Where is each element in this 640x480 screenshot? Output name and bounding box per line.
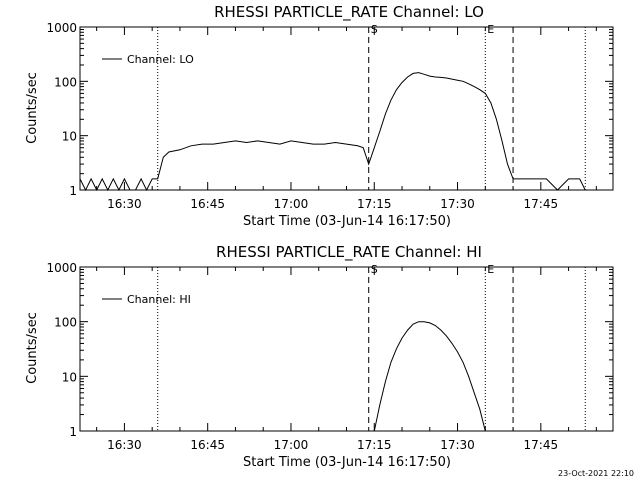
hi-channel-panel: RHESSI PARTICLE_RATE Channel: HI Start T…	[25, 243, 614, 470]
lo-y-tick-label: 10	[62, 130, 77, 144]
lo-x-tick-label: 17:30	[440, 197, 475, 211]
lo-y-tick-label: 1	[69, 184, 77, 198]
lo-y-axis-label: Counts/sec	[25, 72, 40, 144]
hi-y-tick-label: 1000	[46, 261, 77, 275]
hi-plot-frame	[79, 266, 614, 432]
lo-plot-frame	[79, 26, 614, 191]
lo-series-line	[79, 72, 586, 192]
lo-marker-label-E: E	[487, 23, 494, 36]
lo-marker-label-S: S	[371, 23, 378, 36]
lo-legend-label: Channel: LO	[127, 53, 194, 66]
hi-x-tick-label: 16:30	[107, 438, 142, 452]
hi-legend-label: Channel: HI	[127, 293, 191, 306]
hi-x-axis-label: Start Time (03-Jun-14 16:17:50)	[243, 455, 451, 470]
hi-marker-label-E: E	[487, 263, 494, 276]
lo-chart-title: RHESSI PARTICLE_RATE Channel: LO	[214, 3, 484, 22]
lo-x-axis-label: Start Time (03-Jun-14 16:17:50)	[243, 214, 451, 229]
lo-x-tick-label: 16:30	[107, 197, 142, 211]
hi-x-tick-label: 17:45	[524, 438, 559, 452]
lo-channel-panel: RHESSI PARTICLE_RATE Channel: LO Start T…	[25, 3, 614, 229]
lo-y-tick-label: 1000	[46, 21, 77, 35]
hi-x-tick-label: 17:30	[440, 438, 475, 452]
hi-y-tick-label: 1	[69, 425, 77, 439]
footer-timestamp: 23-Oct-2021 22:10	[558, 469, 634, 478]
hi-y-axis-label: Counts/sec	[25, 312, 40, 384]
hi-series-line	[373, 321, 486, 432]
hi-x-tick-label: 17:00	[274, 438, 309, 452]
hi-y-tick-label: 10	[62, 370, 77, 384]
hi-y-tick-label: 100	[54, 316, 77, 330]
lo-x-tick-label: 17:00	[274, 197, 309, 211]
hi-x-tick-label: 17:15	[357, 438, 392, 452]
lo-x-tick-label: 17:15	[357, 197, 392, 211]
hi-x-tick-label: 16:45	[190, 438, 225, 452]
lo-x-tick-label: 17:45	[524, 197, 559, 211]
lo-y-tick-label: 100	[54, 75, 77, 89]
hi-marker-label-S: S	[371, 263, 378, 276]
hi-chart-title: RHESSI PARTICLE_RATE Channel: HI	[216, 243, 482, 262]
lo-x-tick-label: 16:45	[190, 197, 225, 211]
